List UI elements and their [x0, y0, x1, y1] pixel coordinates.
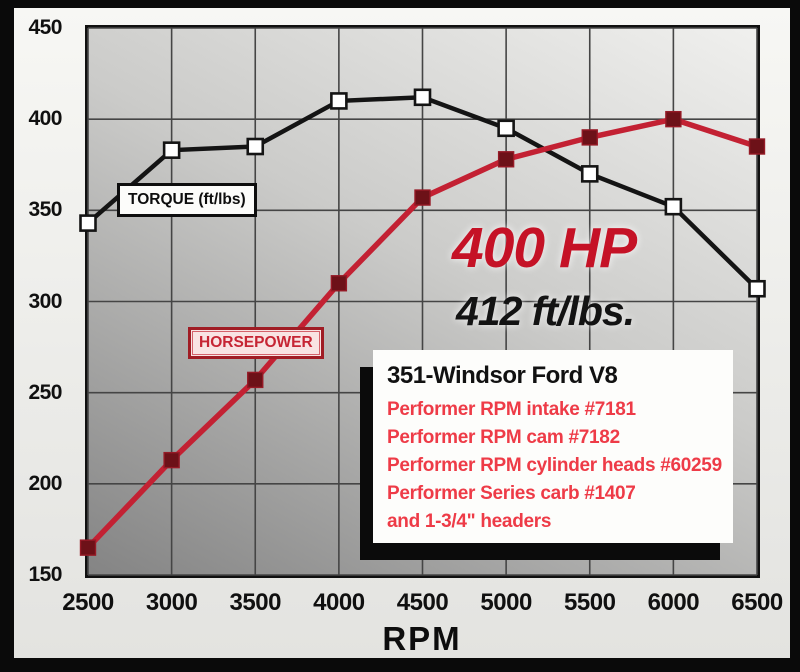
x-tick-label: 4500 [396, 589, 449, 616]
y-tick-label: 150 [28, 563, 62, 586]
x-tick-label: 3500 [229, 589, 282, 616]
y-tick-label: 200 [28, 471, 62, 495]
x-tick-label: 6500 [731, 589, 783, 616]
engine-part-line: and 1-3/4" headers [387, 511, 552, 532]
x-tick-label: 3000 [145, 589, 198, 616]
engine-title: 351-Windsor Ford V8 [387, 362, 618, 389]
chart-canvas: 150 200 250 300 350 400 450 2500 3000 3500 4000 45… [14, 8, 790, 658]
peak-horsepower-callout: 400 HP [452, 216, 637, 280]
x-tick-label: 4000 [313, 589, 365, 616]
engine-part-line: Performer RPM cam #7182 [387, 427, 620, 448]
y-tick-label: 350 [28, 198, 62, 222]
engine-part-line: Performer Series carb #1407 [387, 483, 636, 504]
x-tick-label: 5500 [564, 589, 616, 616]
y-tick-label: 300 [28, 289, 62, 313]
torque-series-label: TORQUE (ft/lbs) [117, 183, 257, 217]
y-tick-label: 250 [28, 380, 62, 404]
peak-torque-callout: 412 ft/lbs. [456, 288, 635, 334]
engine-spec-box: 351-Windsor Ford V8 Performer RPM intake… [373, 350, 733, 543]
horsepower-series-label: HORSEPOWER [188, 327, 324, 359]
engine-parts-list: Performer RPM intake #7181 Performer RPM … [387, 396, 722, 536]
x-tick-label: 2500 [62, 589, 114, 616]
y-tick-label: 450 [28, 16, 62, 39]
engine-part-line: Performer RPM intake #7181 [387, 399, 636, 420]
engine-part-line: Performer RPM cylinder heads #60259 [387, 455, 722, 476]
x-tick-label: 6000 [647, 589, 700, 616]
x-tick-label: 5000 [480, 589, 532, 616]
y-tick-label: 400 [28, 107, 62, 131]
x-axis-title: RPM [382, 620, 462, 657]
